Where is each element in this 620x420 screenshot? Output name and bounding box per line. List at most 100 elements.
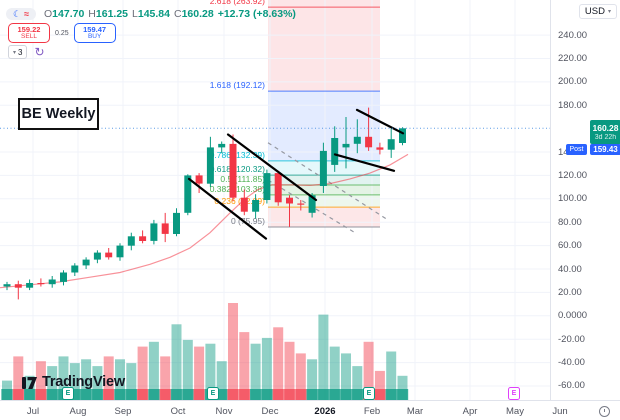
candle-body[interactable] <box>82 259 90 266</box>
volume-bar <box>194 346 205 400</box>
candle-body[interactable] <box>353 136 361 144</box>
fib-level-label: 0.5 (111.85) <box>220 174 265 184</box>
candle-body[interactable] <box>252 200 260 212</box>
candle-body[interactable] <box>173 212 180 234</box>
currency-dropdown[interactable]: USD ▾ <box>578 4 617 19</box>
watermark-text: BE Weekly <box>21 106 96 122</box>
trendline[interactable] <box>226 133 318 202</box>
candle-body[interactable] <box>274 173 282 203</box>
candle-body[interactable] <box>161 223 169 234</box>
candle-body[interactable] <box>116 245 124 258</box>
volume-bar <box>329 346 340 400</box>
direction-strip-cell <box>385 389 397 400</box>
earnings-icon[interactable]: E <box>508 387 520 400</box>
volume-bar <box>397 375 408 401</box>
candle-body[interactable] <box>71 265 79 273</box>
buy-button[interactable]: 159.47 BUY <box>73 23 116 43</box>
candle-body[interactable] <box>263 173 271 200</box>
last-price-badge[interactable]: 160.28 3d 22h <box>590 120 620 145</box>
clock-icon[interactable] <box>599 406 610 417</box>
candle-body[interactable] <box>93 252 101 260</box>
candle-body[interactable] <box>376 147 384 150</box>
direction-strip-cell <box>170 389 183 400</box>
tradingview-logo[interactable]: TradingView <box>22 374 125 390</box>
candle-body[interactable] <box>319 150 327 186</box>
open-label: O <box>44 8 53 20</box>
price-tick-label: 120.00 <box>558 169 588 181</box>
direction-strip-cell <box>374 389 386 400</box>
direction-strip-cell <box>216 389 228 400</box>
direction-strip-cell <box>295 389 307 400</box>
candle-body[interactable] <box>150 223 158 241</box>
drawings-dropdown[interactable]: ▾ 3 <box>8 45 28 59</box>
candle-body[interactable] <box>297 203 305 205</box>
volume-bar <box>69 363 80 400</box>
candle-body[interactable] <box>286 197 293 204</box>
trendline[interactable] <box>333 153 396 172</box>
volume-bar <box>126 363 137 400</box>
time-axis[interactable]: Jul Aug Sep Oct Nov Dec 2026 Feb Mar Apr May Jun <box>0 400 620 420</box>
low-label: L <box>132 8 138 20</box>
sync-icon[interactable]: ↻ <box>34 45 45 59</box>
earnings-icon[interactable]: E <box>207 387 219 400</box>
candle-body[interactable] <box>240 197 248 212</box>
candle-body[interactable] <box>14 284 22 288</box>
direction-strip-cell <box>396 389 409 400</box>
sell-price: 159.22 <box>17 24 41 34</box>
candle-body[interactable] <box>218 143 226 148</box>
buy-price: 159.47 <box>83 24 107 34</box>
fib-level-label: 0 (75.95) <box>231 216 265 226</box>
fib-band <box>268 185 380 195</box>
direction-strip-cell <box>46 389 58 400</box>
candle-body[interactable] <box>206 147 214 184</box>
price-tick-label: 0.0000 <box>558 310 588 322</box>
candle-body[interactable] <box>139 236 147 241</box>
candle-body[interactable] <box>342 143 350 148</box>
currency-label: USD <box>584 6 605 17</box>
price-tick-label: -20.00 <box>558 333 585 345</box>
trendline[interactable] <box>187 177 268 240</box>
candle-body[interactable] <box>399 128 406 143</box>
trendline[interactable] <box>355 108 405 135</box>
direction-strip-cell <box>317 389 330 400</box>
candle-body[interactable] <box>331 138 339 165</box>
candle-body[interactable] <box>3 284 11 287</box>
candle-body[interactable] <box>195 175 203 184</box>
sell-label: SELL <box>21 33 37 40</box>
price-tick-label: 240.00 <box>558 29 588 41</box>
volume-bar <box>103 356 114 400</box>
close-label: C <box>173 8 182 20</box>
post-price-value: 159.43 <box>593 144 618 154</box>
candle-body[interactable] <box>229 143 237 198</box>
direction-strip-cell <box>261 389 273 400</box>
candle-body[interactable] <box>365 136 373 148</box>
session-indicator[interactable]: ☾ ≈ <box>6 8 36 20</box>
price-tick-label: 100.00 <box>558 193 588 205</box>
candle-body[interactable] <box>48 279 56 285</box>
chart-tools: ▾ 3 ↻ <box>8 45 45 59</box>
moving-average-line <box>0 153 409 289</box>
post-price-badge: 159.43 <box>590 143 620 155</box>
time-tick-label: Sep <box>114 406 132 417</box>
candle-body[interactable] <box>184 175 192 213</box>
candle-body[interactable] <box>37 283 45 285</box>
low-value: 145.84 <box>137 8 170 20</box>
moon-icon: ☾ <box>12 8 22 19</box>
close-value: 160.28 <box>181 8 214 20</box>
sell-button[interactable]: 159.22 SELL <box>8 23 50 43</box>
earnings-icon[interactable]: E <box>363 387 375 400</box>
open-value: 147.70 <box>52 8 85 20</box>
direction-strip-cell <box>12 389 24 400</box>
candle-body[interactable] <box>105 252 113 258</box>
candle-body[interactable] <box>26 283 34 288</box>
candle-body[interactable] <box>127 236 135 246</box>
candle-body[interactable] <box>387 139 395 150</box>
volume-bar <box>374 370 385 400</box>
earnings-icon[interactable]: E <box>62 387 74 400</box>
candle-body[interactable] <box>60 272 67 282</box>
price-axis[interactable]: USD ▾ 160.28 3d 22h Post 159.43 240.00 22… <box>550 0 620 400</box>
direction-strip-cell <box>272 389 284 400</box>
candle-body[interactable] <box>308 195 316 213</box>
